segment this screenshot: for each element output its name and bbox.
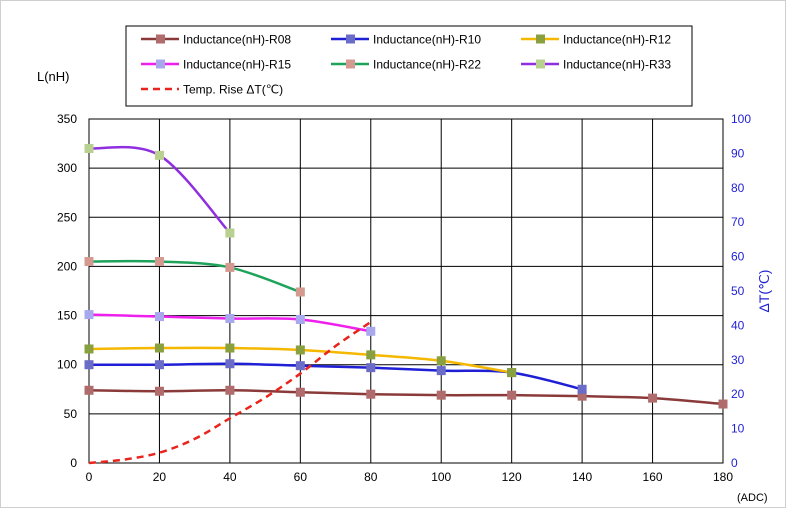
y-left-tick-label: 350	[57, 112, 77, 126]
series-0-marker	[84, 385, 94, 395]
series-3-marker	[84, 310, 94, 320]
series-2-marker	[366, 350, 376, 360]
y-axis-right-label: ΔT(℃)	[756, 270, 772, 313]
y-right-tick-label: 100	[731, 112, 751, 126]
series-0-marker	[718, 399, 728, 409]
legend-label: Temp. Rise ΔT(℃)	[183, 83, 283, 97]
x-tick-label: 60	[294, 470, 308, 484]
legend-label: Inductance(nH)-R12	[563, 33, 671, 47]
legend-box	[125, 25, 693, 107]
right-axis-ticks: 0 10 20 30 40 50 60 70 80 90 100	[731, 112, 751, 470]
plot-frame	[88, 118, 724, 464]
series-1-marker	[154, 360, 164, 370]
y-right-tick-label: 10	[731, 422, 745, 436]
y-right-tick-label: 20	[731, 387, 745, 401]
series-4-line	[88, 259, 301, 294]
x-axis-unit-label: (ADC)	[737, 492, 768, 504]
series-1-marker	[295, 361, 305, 371]
series-4-marker	[225, 262, 235, 272]
grid-lines	[88, 118, 724, 464]
series-3-marker	[225, 314, 235, 324]
y-right-tick-label: 90	[731, 146, 745, 160]
series-1-marker	[366, 363, 376, 373]
y-right-tick-label: 80	[731, 181, 745, 195]
series-2-marker	[507, 368, 517, 378]
y-left-tick-label: 300	[57, 161, 77, 175]
y-left-tick-label: 200	[57, 259, 77, 273]
series-5-marker	[154, 150, 164, 160]
series-1-marker	[436, 366, 446, 376]
y-axis-left-label: L(nH)	[37, 69, 70, 84]
series-0-marker	[366, 389, 376, 399]
series-2-marker	[225, 343, 235, 353]
y-right-tick-label: 50	[731, 284, 745, 298]
x-tick-label: 40	[223, 470, 237, 484]
series-0-marker	[648, 393, 658, 403]
legend-label: Inductance(nH)-R15	[183, 58, 291, 72]
y-right-tick-label: 70	[731, 215, 745, 229]
series-4-marker	[154, 257, 164, 267]
series-2-marker	[84, 344, 94, 354]
x-tick-label: 160	[643, 470, 663, 484]
legend: Inductance(nH)-R08 Inductance(nH)-R10 Indu…	[141, 33, 671, 97]
y-left-tick-label: 50	[64, 407, 78, 421]
series-lines	[88, 145, 724, 465]
series-0-marker	[577, 391, 587, 401]
series-1-marker	[225, 359, 235, 369]
legend-swatch-marker	[156, 34, 165, 44]
y-right-tick-label: 60	[731, 250, 745, 264]
series-markers	[84, 143, 728, 409]
series-3-marker	[154, 312, 164, 322]
series-1-marker	[84, 360, 94, 370]
series-2-marker	[295, 345, 305, 355]
series-0-marker	[225, 385, 235, 395]
y-left-tick-label: 0	[70, 456, 77, 470]
series-6-line	[88, 320, 372, 465]
series-2-marker	[154, 343, 164, 353]
series-0-marker	[507, 390, 517, 400]
series-5-marker	[84, 143, 94, 153]
series-0-marker	[154, 386, 164, 396]
x-tick-label: 0	[86, 470, 93, 484]
legend-swatch-marker	[536, 59, 545, 69]
series-0-marker	[436, 390, 446, 400]
x-tick-label: 100	[431, 470, 451, 484]
x-tick-label: 80	[364, 470, 378, 484]
x-tick-label: 120	[502, 470, 522, 484]
y-right-tick-label: 40	[731, 318, 745, 332]
legend-swatch-marker	[346, 34, 355, 44]
series-3-marker	[295, 315, 305, 325]
x-axis-ticks: 0 20 40 60 80 100 120 140 160 180	[86, 470, 734, 484]
legend-swatch-marker	[536, 34, 545, 44]
x-tick-label: 140	[572, 470, 592, 484]
legend-label: Inductance(nH)-R08	[183, 33, 291, 47]
legend-swatch-marker	[156, 59, 165, 69]
y-right-tick-label: 30	[731, 353, 745, 367]
series-3-marker	[366, 326, 376, 336]
series-1-marker	[577, 384, 587, 394]
series-4-marker	[84, 257, 94, 267]
legend-label: Inductance(nH)-R22	[373, 58, 481, 72]
series-5-marker	[225, 228, 235, 238]
y-left-tick-label: 100	[57, 358, 77, 372]
series-0-line	[88, 389, 724, 406]
y-right-tick-label: 0	[731, 456, 738, 470]
legend-swatch-marker	[346, 59, 355, 69]
x-tick-label: 20	[153, 470, 167, 484]
x-tick-label: 180	[713, 470, 733, 484]
series-2-marker	[436, 356, 446, 366]
legend-label: Inductance(nH)-R33	[563, 58, 671, 72]
left-axis-ticks: 0 50 100 150 200 250 300 350	[57, 112, 77, 470]
series-4-marker	[295, 287, 305, 297]
series-0-marker	[295, 387, 305, 397]
y-left-tick-label: 250	[57, 210, 77, 224]
legend-label: Inductance(nH)-R10	[373, 33, 481, 47]
y-left-tick-label: 150	[57, 309, 77, 323]
